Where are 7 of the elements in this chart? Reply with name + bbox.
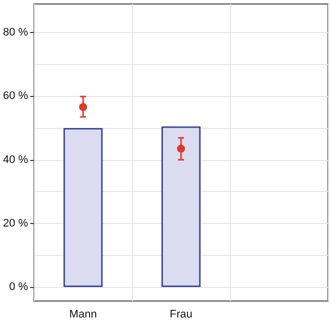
y-tick-label: 40 % (2, 154, 28, 166)
y-tick-label: 0 % (9, 281, 28, 294)
y-tick-label: 80 % (2, 26, 28, 39)
x-tick-label: Frau (170, 308, 192, 320)
x-tick-label: Mann (69, 308, 97, 320)
y-tick-label: 60 % (2, 90, 28, 102)
y-tick-label: 20 % (2, 217, 28, 230)
